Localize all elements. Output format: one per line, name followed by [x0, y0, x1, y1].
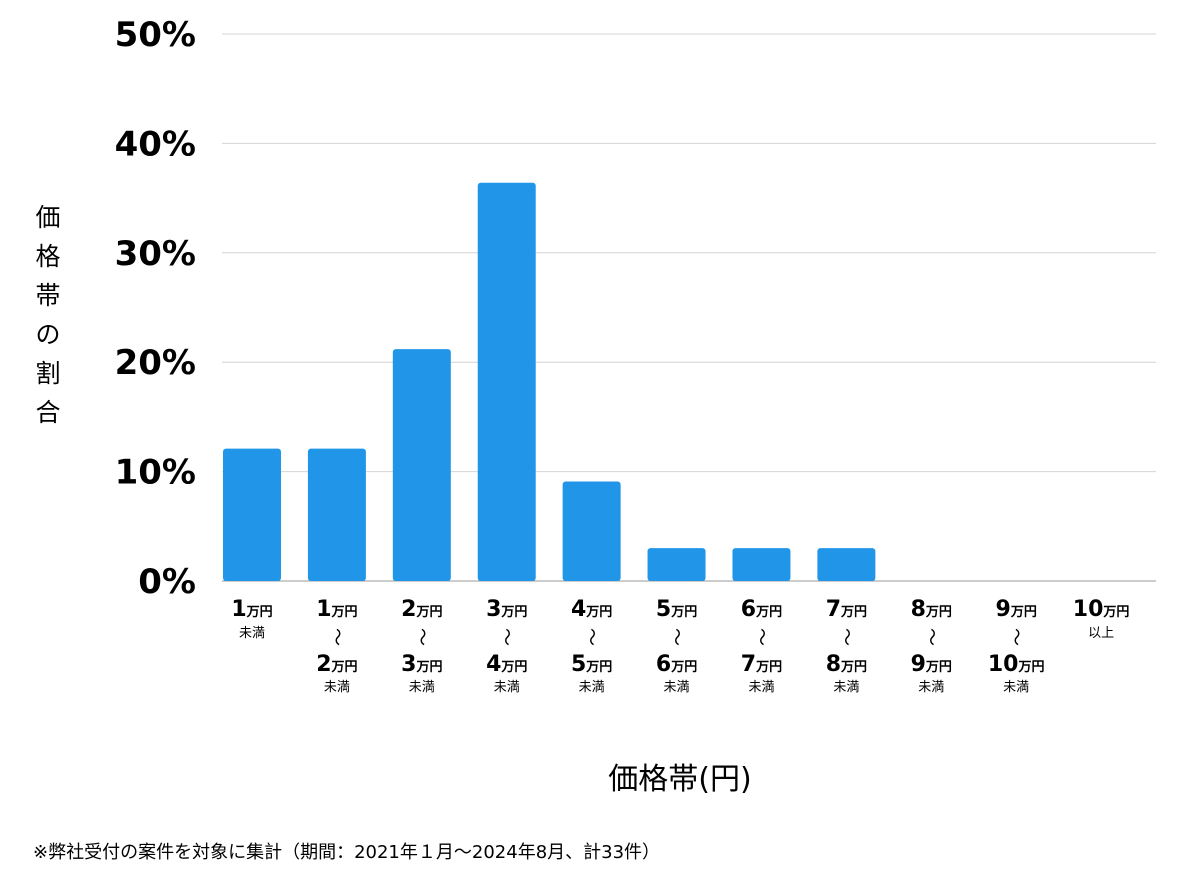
- x-category-range-mark: 〜: [581, 628, 602, 646]
- x-category-amount: 4万円: [486, 652, 527, 677]
- bar: [647, 548, 706, 581]
- x-category-amount: 10万円: [988, 652, 1045, 677]
- x-category-amount: 10万円: [1073, 597, 1130, 622]
- x-category-amount: 7万円: [741, 652, 782, 677]
- x-category-amount: 6万円: [741, 597, 782, 622]
- y-axis-label-char: の: [35, 320, 61, 349]
- x-category-note: 未満: [409, 680, 435, 695]
- x-category-amount: 1万円: [231, 597, 272, 622]
- x-category-note: 未満: [748, 680, 774, 695]
- y-tick-label: 50%: [115, 15, 196, 55]
- x-category-range-mark: 〜: [411, 628, 432, 646]
- y-axis-ticks: 0% 10% 20% 30% 40% 50%: [115, 15, 196, 602]
- y-tick-label: 40%: [115, 124, 196, 164]
- footnote: ※弊社受付の案件を対象に集計（期間：2021年１月〜2024年8月、計33件）: [33, 842, 661, 863]
- bars: [223, 182, 876, 581]
- x-category-note: 未満: [833, 680, 859, 695]
- x-category-range-mark: 〜: [666, 628, 687, 646]
- x-category-note: 未満: [1003, 680, 1029, 695]
- grid-lines: [222, 33, 1156, 582]
- x-category-amount: 5万円: [656, 597, 697, 622]
- x-category-amount: 4万円: [571, 597, 612, 622]
- x-category-note: 未満: [494, 680, 520, 695]
- x-category-range-mark: 〜: [835, 628, 856, 646]
- x-category-amount: 5万円: [571, 652, 612, 677]
- x-category-amount: 9万円: [996, 597, 1037, 622]
- x-category-amount: 6万円: [656, 652, 697, 677]
- x-category-amount: 8万円: [911, 597, 952, 622]
- y-axis-label-char: 格: [35, 242, 61, 271]
- x-category-amount: 2万円: [316, 652, 357, 677]
- bar: [562, 481, 621, 581]
- bar: [392, 349, 451, 581]
- y-tick-label: 10%: [115, 453, 196, 493]
- x-category-amount: 2万円: [401, 597, 442, 622]
- y-tick-label: 0%: [138, 562, 196, 602]
- x-category-note: 以上: [1088, 626, 1114, 641]
- x-category-range-mark: 〜: [326, 628, 347, 646]
- x-category-note: 未満: [664, 680, 690, 695]
- x-category-note: 未満: [918, 680, 944, 695]
- x-category-note: 未満: [239, 626, 265, 641]
- y-tick-label: 30%: [115, 234, 196, 274]
- x-category-range-mark: 〜: [496, 628, 517, 646]
- x-category-range-mark: 〜: [750, 628, 771, 646]
- bar: [732, 548, 791, 581]
- y-axis-label-char: 割: [35, 359, 61, 388]
- bar: [223, 448, 281, 581]
- x-axis-categories: 1万円未満1万円〜2万円未満2万円〜3万円未満3万円〜4万円未満4万円〜5万円未…: [231, 597, 1129, 695]
- y-tick-label: 20%: [115, 343, 196, 383]
- x-category-amount: 9万円: [911, 652, 952, 677]
- bar: [307, 448, 366, 581]
- bar: [817, 548, 876, 581]
- x-category-note: 未満: [579, 680, 605, 695]
- x-category-amount: 3万円: [486, 597, 527, 622]
- x-axis-label: 価格帯(円): [608, 762, 752, 797]
- x-category-amount: 1万円: [316, 597, 357, 622]
- y-axis-label-char: 帯: [35, 281, 61, 310]
- x-category-range-mark: 〜: [1005, 628, 1026, 646]
- x-category-range-mark: 〜: [920, 628, 941, 646]
- y-axis-label-char: 合: [35, 398, 61, 427]
- bar: [477, 182, 536, 581]
- x-category-amount: 7万円: [826, 597, 867, 622]
- x-category-note: 未満: [324, 680, 350, 695]
- x-category-amount: 3万円: [401, 652, 442, 677]
- x-category-amount: 8万円: [826, 652, 867, 677]
- y-axis-label-char: 価: [35, 203, 61, 232]
